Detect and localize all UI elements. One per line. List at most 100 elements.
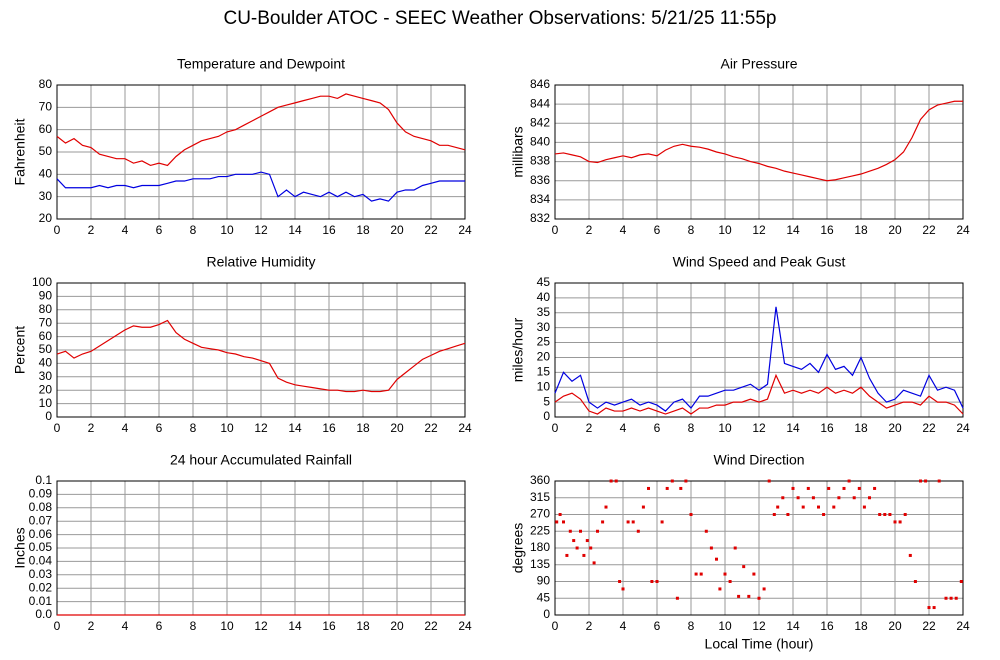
data-point — [842, 486, 846, 490]
data-point — [572, 539, 576, 543]
y-tick-label: 25 — [537, 335, 551, 349]
y-axis-label: Inches — [12, 527, 28, 568]
y-tick-label: 0.1 — [35, 473, 52, 487]
y-tick-label: 0 — [543, 607, 550, 621]
x-tick-label: 24 — [956, 619, 970, 633]
y-tick-label: 80 — [39, 302, 53, 316]
data-line — [56, 171, 465, 202]
data-point — [919, 479, 922, 483]
x-tick-label: 2 — [586, 223, 593, 237]
data-point — [786, 513, 790, 516]
x-tick-label: 10 — [220, 421, 234, 435]
data-line — [56, 319, 466, 393]
x-tick-label: 4 — [122, 223, 129, 237]
x-tick-label: 18 — [356, 619, 370, 633]
x-tick-label: 12 — [254, 619, 268, 633]
data-point — [660, 520, 664, 524]
data-point — [604, 505, 608, 509]
x-tick-label: 20 — [390, 619, 404, 633]
x-tick-label: 12 — [752, 619, 766, 633]
data-point — [579, 529, 582, 533]
y-axis-label: Percent — [12, 326, 28, 374]
x-tick-label: 10 — [718, 619, 732, 633]
data-point — [562, 520, 565, 524]
data-point — [888, 513, 892, 516]
x-tick-label: 8 — [688, 619, 695, 633]
x-tick-label: 18 — [356, 421, 370, 435]
y-tick-label: 844 — [530, 96, 550, 110]
data-point — [723, 572, 727, 576]
x-tick-label: 0 — [552, 619, 559, 633]
x-tick-label: 22 — [922, 421, 936, 435]
data-point — [650, 580, 654, 583]
data-point — [908, 553, 912, 557]
x-tick-label: 0 — [54, 619, 61, 633]
y-tick-label: 836 — [530, 173, 550, 187]
data-point — [811, 496, 815, 500]
data-point — [949, 596, 953, 600]
data-point — [655, 580, 659, 583]
chart-title: 24 hour Accumulated Rainfall — [170, 452, 352, 468]
data-point — [767, 479, 771, 483]
chart-title: Air Pressure — [720, 56, 797, 72]
data-point — [954, 596, 958, 600]
data-point — [733, 546, 737, 550]
data-point — [718, 587, 722, 591]
data-point — [847, 479, 851, 483]
data-point — [893, 520, 897, 524]
x-tick-label: 4 — [122, 619, 129, 633]
x-tick-label: 22 — [922, 619, 936, 633]
chart-panel: Air Pressuremillibars8328348368388408428… — [510, 56, 970, 237]
x-tick-label: 22 — [424, 619, 438, 633]
data-point — [568, 529, 572, 533]
data-point — [944, 596, 948, 600]
data-point — [857, 486, 861, 490]
x-tick-label: 22 — [424, 223, 438, 237]
data-point — [728, 580, 732, 583]
x-tick-label: 20 — [888, 421, 902, 435]
data-point — [832, 505, 836, 509]
y-tick-label: 0 — [543, 409, 550, 423]
x-tick-label: 0 — [552, 421, 559, 435]
data-point — [852, 496, 856, 500]
data-line — [554, 306, 964, 412]
y-tick-label: 0.09 — [29, 487, 53, 501]
x-tick-label: 6 — [654, 619, 661, 633]
data-point — [898, 520, 902, 524]
x-axis-label: Local Time (hour) — [705, 636, 814, 652]
y-tick-label: 225 — [530, 523, 550, 537]
plot-frame — [56, 84, 466, 220]
chart-panel: Relative HumidityPercent0102030405060708… — [12, 254, 472, 435]
data-point — [873, 486, 877, 490]
plot-frame — [554, 282, 964, 418]
y-tick-label: 0 — [45, 409, 52, 423]
x-tick-label: 20 — [390, 223, 404, 237]
y-tick-label: 90 — [537, 574, 551, 588]
y-tick-label: 832 — [530, 211, 550, 225]
y-tick-label: 180 — [530, 540, 550, 554]
x-tick-label: 12 — [752, 223, 766, 237]
x-tick-label: 4 — [620, 421, 627, 435]
data-point — [631, 520, 635, 524]
y-tick-label: 20 — [537, 350, 551, 364]
x-tick-label: 14 — [288, 223, 302, 237]
x-tick-label: 14 — [786, 619, 800, 633]
data-point — [927, 606, 931, 610]
y-tick-label: 20 — [39, 211, 53, 225]
chart-title: Wind Direction — [713, 452, 804, 468]
x-tick-label: 8 — [190, 223, 197, 237]
x-tick-label: 14 — [288, 619, 302, 633]
data-point — [868, 496, 871, 500]
y-tick-label: 15 — [537, 365, 551, 379]
x-tick-label: 16 — [322, 421, 336, 435]
data-point — [636, 529, 640, 533]
y-tick-label: 70 — [39, 315, 53, 329]
x-tick-label: 16 — [322, 619, 336, 633]
x-tick-label: 2 — [88, 619, 95, 633]
data-point — [772, 513, 776, 516]
data-point — [709, 546, 713, 550]
data-point — [924, 479, 928, 483]
x-tick-label: 14 — [288, 421, 302, 435]
y-tick-label: 30 — [39, 369, 53, 383]
